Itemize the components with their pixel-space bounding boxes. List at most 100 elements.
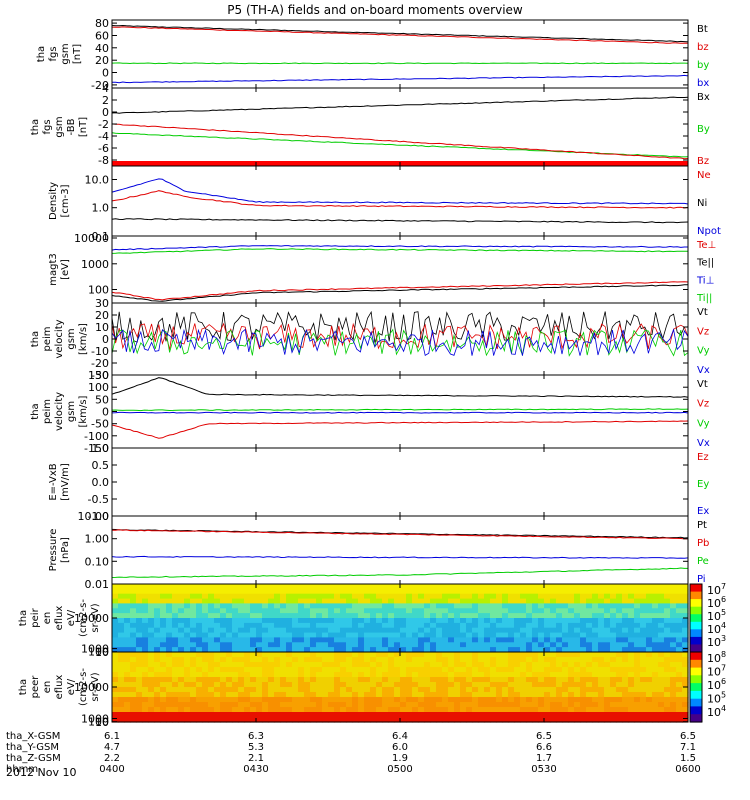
heatmap-cell — [436, 667, 443, 673]
heatmap-cell — [436, 622, 443, 629]
heatmap-cell — [592, 717, 599, 723]
heatmap-cell — [520, 667, 527, 673]
heatmap-cell — [664, 642, 671, 648]
heatmap-cell — [676, 618, 683, 624]
heatmap-cell — [628, 697, 635, 703]
heatmap-cell — [244, 682, 251, 688]
heatmap-cell — [664, 672, 671, 678]
series-line-Bz — [111, 123, 689, 160]
heatmap-cell — [610, 603, 617, 609]
heatmap-cell — [328, 667, 335, 673]
heatmap-cell — [502, 687, 509, 693]
heatmap-cell — [196, 682, 203, 688]
heatmap-cell — [118, 642, 125, 648]
heatmap-cell — [154, 637, 161, 643]
heatmap-cell — [226, 622, 233, 629]
heatmap-cell — [604, 613, 611, 619]
y-tick-label: -8 — [98, 154, 109, 167]
heatmap-cell — [568, 682, 575, 688]
heatmap-cell — [220, 717, 227, 723]
heatmap-cell — [346, 613, 353, 619]
heatmap-cell — [454, 637, 461, 643]
heatmap-cell — [154, 588, 161, 595]
heatmap-cell — [562, 647, 569, 653]
heatmap-cell — [628, 702, 635, 708]
series-line-Vt — [111, 377, 689, 398]
heatmap-cell — [358, 687, 365, 693]
heatmap-cell — [424, 584, 431, 590]
heatmap-cell — [550, 672, 557, 678]
heatmap-cell — [130, 652, 137, 658]
heatmap-cell — [622, 707, 629, 713]
heatmap-cell — [496, 613, 503, 619]
heatmap-cell — [328, 647, 335, 653]
heatmap-cell — [172, 603, 179, 609]
heatmap-cell — [418, 717, 425, 723]
heatmap-cell — [148, 662, 155, 668]
heatmap-cell — [670, 692, 677, 698]
heatmap-cell — [304, 692, 311, 698]
heatmap-cell — [226, 603, 233, 609]
heatmap-cell — [394, 652, 401, 658]
heatmap-cell — [304, 593, 311, 600]
heatmap-cell — [472, 667, 479, 673]
heatmap-cell — [436, 687, 443, 693]
heatmap-cell — [442, 687, 449, 693]
heatmap-cell — [220, 702, 227, 708]
heatmap-cell — [382, 662, 389, 668]
heatmap-cell — [598, 707, 605, 713]
heatmap-cell — [214, 667, 221, 673]
heatmap-cell — [550, 584, 557, 590]
heatmap-cell — [508, 603, 515, 609]
heatmap-cell — [460, 682, 467, 688]
heatmap-cell — [262, 637, 269, 643]
heatmap-cell — [322, 608, 329, 614]
heatmap-cell — [460, 622, 467, 629]
heatmap-cell — [310, 707, 317, 713]
heatmap-cell — [244, 598, 251, 605]
heatmap-cell — [256, 662, 263, 668]
heatmap-cell — [112, 682, 119, 688]
heatmap-cell — [382, 588, 389, 595]
heatmap-cell — [226, 584, 233, 590]
heatmap-cell — [226, 588, 233, 595]
heatmap-cell — [280, 598, 287, 605]
heatmap-cell — [250, 608, 257, 614]
heatmap-cell — [184, 642, 191, 648]
heatmap-cell — [340, 652, 347, 658]
heatmap-cell — [352, 652, 359, 658]
heatmap-cell — [124, 707, 131, 713]
heatmap-cell — [112, 613, 119, 619]
heatmap-cell — [358, 593, 365, 600]
heatmap-cell — [658, 642, 665, 648]
heatmap-cell — [610, 687, 617, 693]
heatmap-cell — [472, 657, 479, 663]
heatmap-cell — [490, 667, 497, 673]
heatmap-cell — [184, 608, 191, 614]
heatmap-cell — [244, 622, 251, 629]
heatmap-cell — [466, 588, 473, 595]
heatmap-cell — [292, 618, 299, 624]
heatmap-cell — [568, 677, 575, 683]
heatmap-cell — [172, 697, 179, 703]
heatmap-cell — [124, 677, 131, 683]
heatmap-cell — [286, 608, 293, 614]
heatmap-cell — [310, 622, 317, 629]
heatmap-cell — [262, 588, 269, 595]
heatmap-cell — [508, 697, 515, 703]
heatmap-cell — [376, 712, 383, 718]
heatmap-cell — [652, 717, 659, 723]
heatmap-cell — [580, 707, 587, 713]
heatmap-cell — [328, 652, 335, 658]
heatmap-cell — [442, 672, 449, 678]
heatmap-cell — [340, 717, 347, 723]
heatmap-cell — [544, 662, 551, 668]
heatmap-cell — [214, 603, 221, 609]
heatmap-cell — [580, 672, 587, 678]
heatmap-cell — [274, 584, 281, 590]
heatmap-cell — [286, 682, 293, 688]
heatmap-cell — [130, 584, 137, 590]
heatmap-cell — [154, 598, 161, 605]
heatmap-cell — [178, 692, 185, 698]
